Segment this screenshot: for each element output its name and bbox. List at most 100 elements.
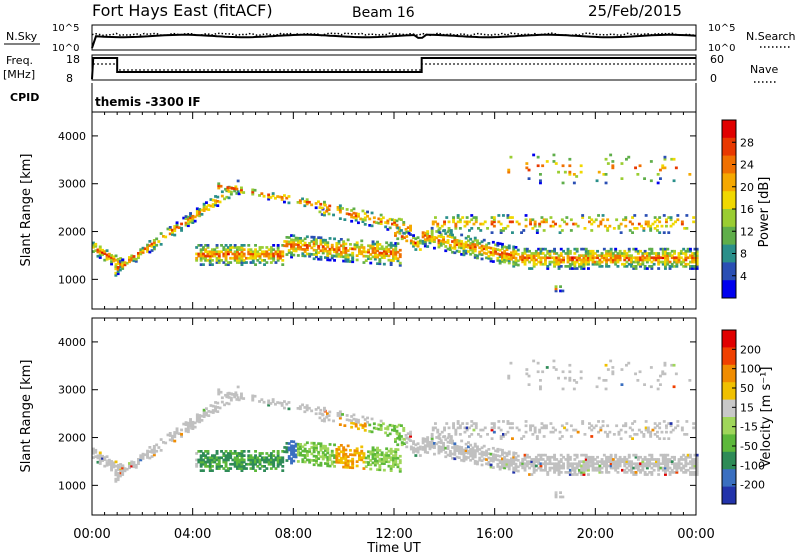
velocity-cell [326,449,330,453]
power-cell [283,244,287,248]
power-cell [294,249,298,253]
velocity-cell [611,372,615,376]
power-cell [400,218,403,221]
velocity-cell [672,385,676,389]
velocity-cell [258,454,262,457]
velocity-cell [559,464,563,468]
velocity-cell [215,456,219,460]
velocity-cell [540,422,544,425]
power-cell [453,247,457,250]
power-cell [317,257,321,261]
velocity-cell [310,441,314,445]
power-cell [460,233,464,237]
velocity-cell [689,453,692,457]
velocity-cell [394,463,398,466]
velocity-cell [676,424,680,428]
velocity-cell [485,453,488,457]
power-cell [376,249,379,253]
power-cell [333,254,336,258]
power-cell [539,256,543,260]
velocity-cell [202,411,206,414]
power-cell [643,177,646,180]
power-cell [602,254,606,257]
velocity-cell [682,453,686,457]
velocity-cell [193,421,197,425]
power-cell [559,289,562,293]
velocity-cell [303,454,307,457]
power-cell [584,260,588,264]
power-cell [661,256,665,260]
power-cell [670,249,674,253]
power-cell [208,263,212,266]
power-cell [393,223,397,226]
velocity-cell [171,434,174,438]
velocity-cell [285,459,289,462]
power-cell [593,260,597,264]
power-cell [361,220,365,223]
power-cell [440,224,444,228]
velocity-cell [641,464,645,468]
velocity-cell [505,462,509,466]
velocity-cell [389,469,393,472]
power-cell [507,170,511,174]
colorbar-tick-label: -200 [740,479,765,492]
velocity-cell [236,456,239,460]
power-cell [611,258,615,262]
power-cell [168,228,172,231]
velocity-cell [290,457,293,461]
velocity-cell [516,465,520,469]
velocity-cell [236,462,239,466]
power-cell [205,205,208,209]
velocity-cell [467,451,470,455]
power-cell [653,216,657,219]
velocity-cell [116,472,120,475]
power-cell [281,254,285,258]
power-cell [407,232,411,235]
velocity-cell [602,460,606,463]
power-cell [535,231,539,234]
velocity-cell [350,421,354,425]
velocity-cell [428,445,432,448]
power-cell [501,247,504,250]
power-cell [529,218,532,222]
power-cell [396,250,400,254]
velocity-cell [98,460,102,463]
colorbar-segment [722,120,736,139]
power-cell [685,227,689,230]
velocity-cell [490,437,494,440]
power-cell [492,220,496,224]
velocity-cell [369,452,373,456]
velocity-cell [496,462,500,466]
velocity-cell [542,426,546,430]
velocity-cell [229,462,233,466]
velocity-cell [234,391,238,395]
power-cell [584,254,588,257]
power-cell [371,242,375,246]
power-cell [650,256,654,260]
power-cell [403,232,406,235]
power-cell [101,253,104,256]
power-cell [213,254,217,258]
power-cell [433,238,436,241]
velocity-cell [428,441,432,444]
velocity-cell [442,448,445,452]
power-cell [285,244,289,248]
power-cell [451,233,454,237]
velocity-cell [455,455,459,459]
power-cell [292,234,296,238]
power-cell [101,248,104,252]
velocity-cell [656,387,660,391]
power-cell [623,249,627,253]
velocity-cell [336,412,340,415]
power-cell [566,252,570,255]
power-cell [346,257,350,261]
velocity-cell [409,435,412,438]
power-cell [189,214,192,217]
power-cell [263,252,266,256]
velocity-cell [631,428,634,432]
velocity-cell [226,392,230,395]
velocity-cell [504,433,508,436]
power-cell [393,218,397,222]
power-cell [546,249,550,253]
